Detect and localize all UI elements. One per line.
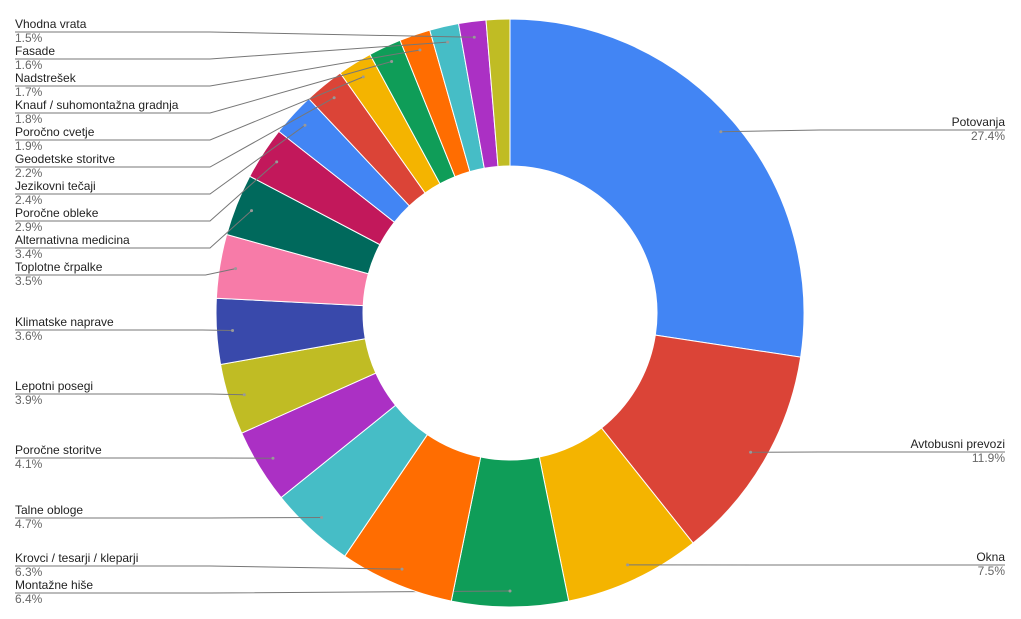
slice-value-label: 1.7% <box>15 85 43 99</box>
slice-label: Talne obloge <box>15 503 83 517</box>
slice-value-label: 6.3% <box>15 565 43 579</box>
slice-value-label: 7.5% <box>978 564 1006 578</box>
leader-line <box>15 590 511 594</box>
leader-line <box>15 97 335 168</box>
slice-value-label: 6.4% <box>15 592 43 606</box>
leader-dot <box>234 267 238 271</box>
slice-label: Toplotne črpalke <box>15 260 103 274</box>
slice-value-label: 3.5% <box>15 274 43 288</box>
leader-line <box>15 49 421 87</box>
leader-dot <box>446 40 450 44</box>
slice-value-label: 3.4% <box>15 247 43 261</box>
slice-value-label: 4.7% <box>15 517 43 531</box>
slice-value-label: 1.9% <box>15 139 43 153</box>
leader-line <box>15 31 475 38</box>
leader-line <box>15 516 322 519</box>
slice-value-label: 2.4% <box>15 193 43 207</box>
slice-label: Poročne obleke <box>15 206 99 220</box>
slice-label: Krovci / tesarji / kleparji <box>15 551 138 565</box>
leader-dot <box>271 456 275 460</box>
leader-dot <box>320 515 324 519</box>
slice-value-label: 1.6% <box>15 58 43 72</box>
leader-line <box>15 210 252 249</box>
slice-value-label: 1.5% <box>15 31 43 45</box>
slice-value-label: 2.9% <box>15 220 43 234</box>
slice-value-label: 11.9% <box>972 451 1005 465</box>
slice <box>600 334 802 544</box>
leader-dot <box>231 328 235 332</box>
slice-label: Lepotni posegi <box>15 379 93 393</box>
leader-dot <box>400 567 404 571</box>
slice <box>509 18 805 358</box>
slice-value-label: 3.9% <box>15 393 43 407</box>
leader-dot <box>418 48 422 52</box>
leader-line <box>15 76 364 141</box>
leader-dot <box>275 160 279 164</box>
leader-line <box>15 124 306 195</box>
slice-label: Alternativna medicina <box>15 233 130 247</box>
slice-label: Jezikovni tečaji <box>15 179 96 193</box>
slice <box>485 18 511 168</box>
leader-dot <box>242 393 246 397</box>
slice-label: Klimatske naprave <box>15 315 114 329</box>
leader-dot <box>390 59 394 63</box>
slice-label: Poročne storitve <box>15 443 102 457</box>
leader-line <box>15 161 278 222</box>
slice-label: Knauf / suhomontažna gradnja <box>15 98 179 112</box>
slice-label: Geodetske storitve <box>15 152 115 166</box>
leader-line <box>15 268 236 276</box>
slice-value-label: 3.6% <box>15 329 43 343</box>
leader-dot <box>472 35 476 39</box>
slice-label: Vhodna vrata <box>15 17 87 31</box>
slice-label: Nadstrešek <box>15 71 77 85</box>
slice-label: Okna <box>976 550 1005 564</box>
leader-dot <box>361 75 365 79</box>
leader-line <box>15 60 392 114</box>
slice-value-label: 27.4% <box>971 129 1005 143</box>
slice-value-label: 2.2% <box>15 166 43 180</box>
slice-value-label: 4.1% <box>15 457 43 471</box>
leader-dot <box>508 589 512 593</box>
leader-line <box>15 565 403 570</box>
slice-value-label: 1.8% <box>15 112 43 126</box>
leader-dot <box>332 96 336 100</box>
leader-dot <box>303 123 307 127</box>
leader-dot <box>626 563 630 567</box>
slice-label: Montažne hiše <box>15 578 93 592</box>
slice-label: Poročno cvetje <box>15 125 95 139</box>
leader-dot <box>719 130 723 134</box>
leader-line <box>15 41 448 60</box>
slice-label: Potovanja <box>952 115 1006 129</box>
slice-label: Fasade <box>15 44 55 58</box>
slice-label: Avtobusni prevozi <box>911 437 1006 451</box>
leader-dot <box>250 209 254 213</box>
leader-dot <box>749 450 753 454</box>
leader-line <box>15 393 245 396</box>
leader-line <box>720 129 1005 133</box>
